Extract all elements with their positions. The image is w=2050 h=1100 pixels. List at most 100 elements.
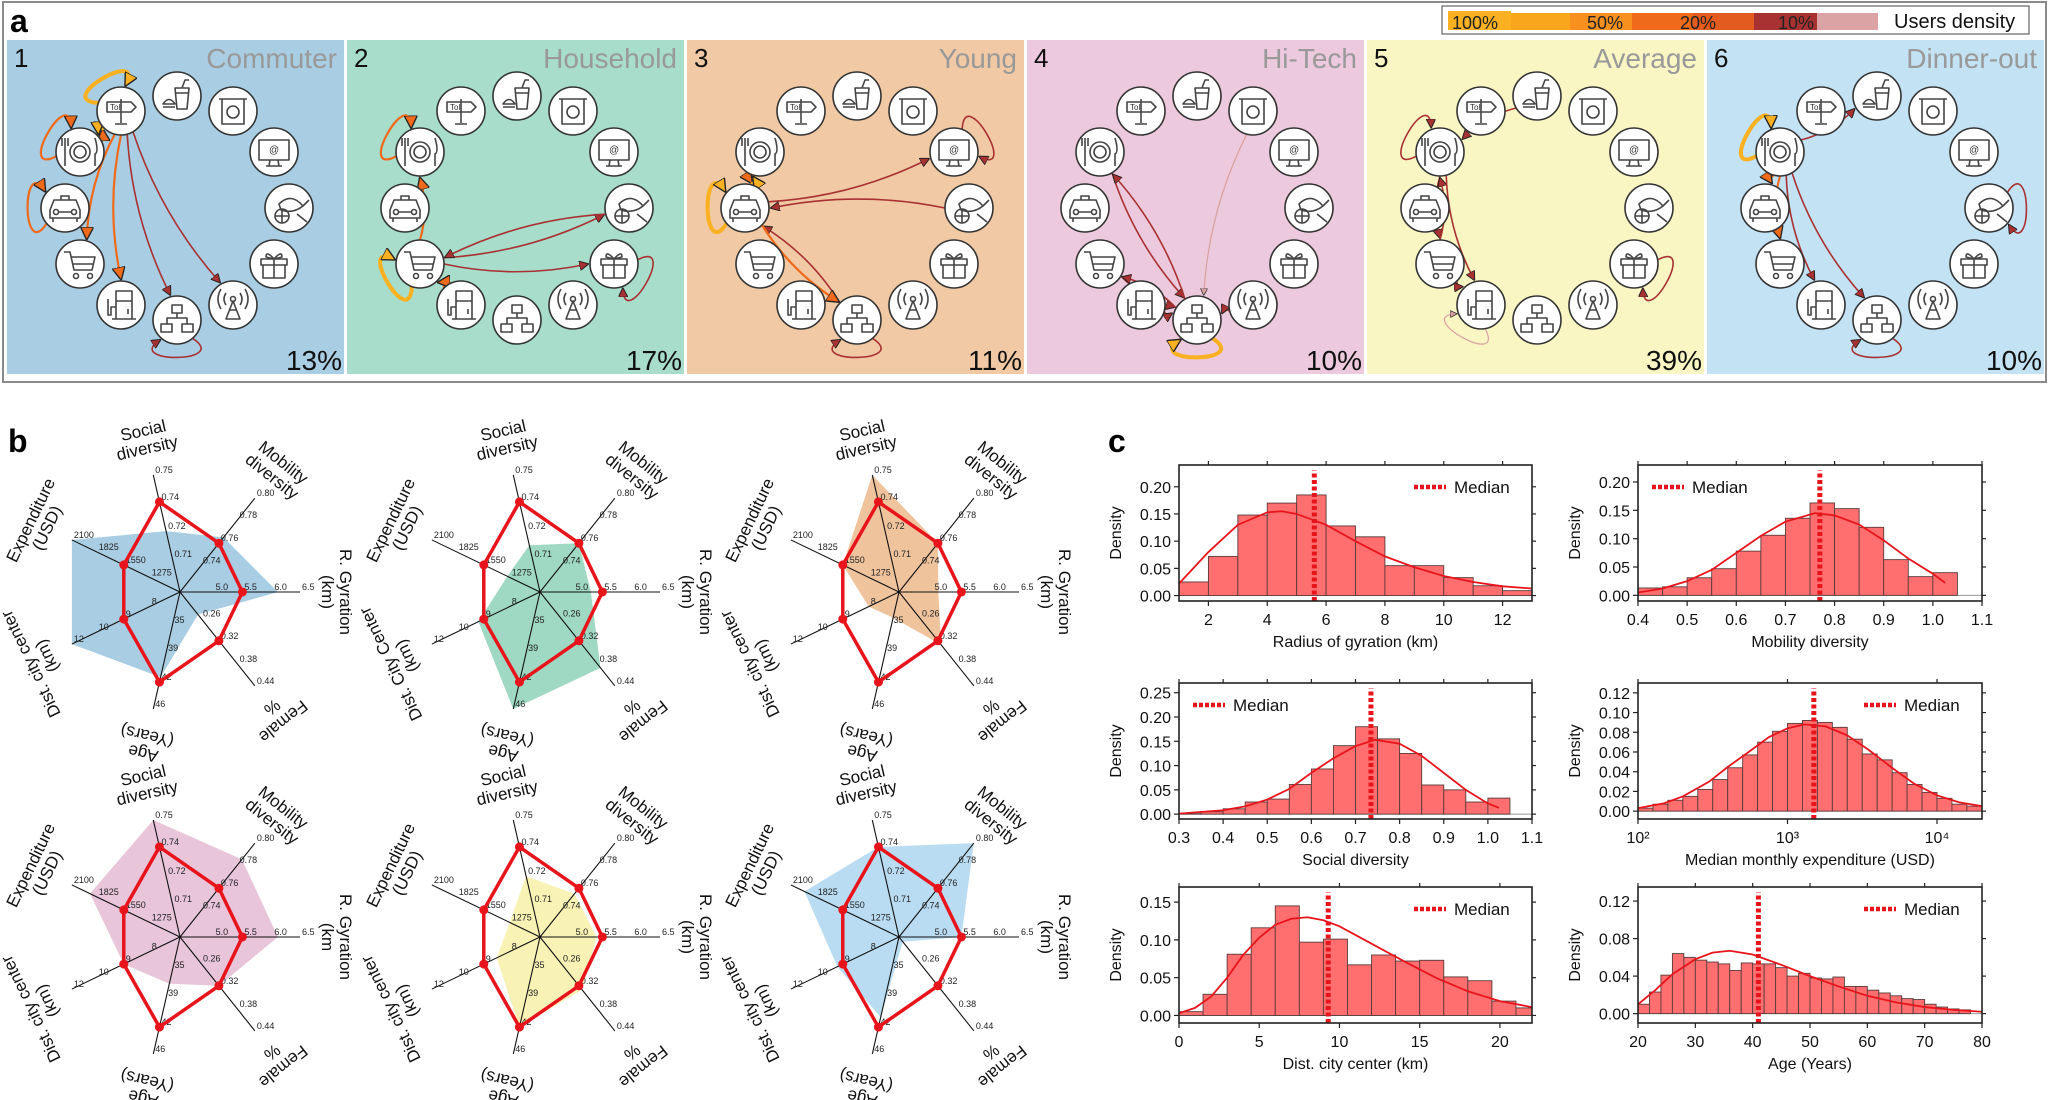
transition-arrow: [1172, 336, 1223, 360]
radar-tick-label: 9: [845, 954, 850, 964]
x-tick-label: 30: [1686, 1034, 1704, 1051]
icon-circle: [436, 280, 486, 330]
y-tick-label: 0.08: [1599, 725, 1630, 742]
cash-icon: [1568, 86, 1618, 136]
radar-axis-label-line: (Years): [838, 1066, 895, 1097]
histogram-bar: [1740, 962, 1754, 1015]
cart-wheel: [1446, 272, 1454, 280]
antenna-icon: [1568, 280, 1618, 330]
gift-icon: [1269, 239, 1319, 289]
histogram-bar: [1784, 517, 1811, 596]
icon-stroke: [1874, 79, 1890, 110]
y-axis-label: Density: [1567, 506, 1584, 559]
plate-inner: [413, 145, 427, 159]
radar-tick-label: 0.75: [515, 465, 533, 475]
radar-chart-hi-tech: 5.0 5.5 6.0 6.5 R. Gyration(km0.260.320.380.…: [0, 761, 355, 1100]
taxi-icon: [1060, 183, 1110, 233]
radar-tick-label: 12: [74, 979, 84, 989]
icon-circle: [1456, 280, 1506, 330]
radar-chart-commuter: 5.0 5.5 6.0 6.5 R. Gyration(km)0.260.320.380…: [0, 416, 355, 766]
x-axis-label: Median monthly expenditure (USD): [1685, 852, 1935, 869]
icon-circle: [1568, 280, 1618, 330]
histogram-4: 0 5 10 15 20 0.00 0.05 0.10 0.15 Dist. city cente…: [1108, 883, 1536, 1073]
cluster-panel-hi-tech: 4 Hi-Tech 10% @ Toll: [1027, 40, 1364, 376]
toll-sign-text: Toll: [1130, 103, 1142, 112]
radar-tick-label: 0.26: [203, 608, 221, 618]
y-tick-label: 0.04: [1599, 765, 1630, 782]
radar-tick-label: 39: [887, 643, 897, 653]
radar-tick-label: 8: [512, 942, 517, 952]
transition-arrow: [1204, 133, 1248, 295]
cart-wheel: [1432, 272, 1440, 280]
transition-arrow: [705, 183, 729, 234]
radar-tick-label: 0.74: [922, 556, 940, 566]
fit-curve: [1179, 738, 1500, 815]
fastfood-icon: [1512, 71, 1562, 121]
icon-stroke: [1182, 98, 1196, 108]
taxi-light: [392, 208, 400, 216]
radar-axis-label-line: (km): [678, 920, 697, 954]
y-axis-label: Density: [1567, 724, 1584, 777]
radar-tick-label: 0.76: [940, 878, 958, 888]
icon-circle: [548, 280, 598, 330]
icon-stroke: [1960, 253, 1988, 279]
icon-circle: [1228, 280, 1278, 330]
x-tick-label: 0.7: [1774, 612, 1796, 629]
average-profile-point: [838, 905, 848, 915]
radar-tick-label: 10: [99, 967, 109, 977]
plot-area: [1638, 688, 1982, 819]
icon-stroke: [1978, 197, 2010, 223]
y-tick-label: 0.10: [1140, 534, 1171, 551]
transition-arrow: [832, 337, 882, 359]
radar-tick-label: 39: [528, 988, 538, 998]
icon-circle: [1284, 183, 1334, 233]
average-profile-point: [956, 932, 966, 942]
plate-inner: [1773, 145, 1787, 159]
fuel-icon: [776, 280, 826, 330]
histogram-bar: [1384, 565, 1415, 597]
radar-tick-label: 0.44: [257, 1021, 275, 1031]
icon-circle: [604, 183, 654, 233]
average-profile-point: [838, 959, 848, 969]
taxi-icon: [1400, 183, 1450, 233]
x-tick-label: 0.6: [1300, 830, 1322, 847]
taxi-icon: [380, 183, 430, 233]
histogram-bar: [1421, 784, 1445, 815]
histogram-0: 2 4 6 8 10 12 0.00 0.05 0.10 0.15 0.20 Radius of gy…: [1108, 461, 1536, 651]
computer-at-sign: @: [949, 145, 959, 156]
x-tick-label: 1.1: [1521, 830, 1543, 847]
icon-stroke: [842, 98, 856, 108]
radar-tick-label: 0.44: [617, 676, 635, 686]
histogram-bar: [1413, 565, 1445, 597]
radar-tick-label: 0.78: [959, 510, 977, 520]
legend-level-label: 100%: [1452, 13, 1498, 33]
y-tick-label: 0.10: [1599, 532, 1630, 549]
radar-tick-label: 1825: [99, 887, 119, 897]
histogram-bar: [1638, 1003, 1650, 1015]
average-profile-point: [119, 959, 129, 969]
x-axis-label: Mobility diversity: [1751, 634, 1868, 651]
icon-stroke: [598, 139, 630, 167]
icon-stroke: [162, 98, 176, 108]
histogram-bar: [1325, 525, 1356, 597]
radar-tick-label: 1550: [126, 900, 146, 910]
y-tick-label: 0.02: [1599, 784, 1630, 801]
radar-tick-label: 0.80: [257, 833, 275, 843]
radar-tick-label: 0.44: [976, 1021, 994, 1031]
x-tick-label: 0.5: [1256, 830, 1278, 847]
icon-circle: [1512, 71, 1562, 121]
radar-tick-label: 0.76: [581, 878, 599, 888]
taxi-icon: [720, 183, 770, 233]
radar-tick-label: 0.78: [600, 855, 618, 865]
y-tick-label: 0.12: [1599, 686, 1630, 703]
radar-tick-label: 6.5: [662, 927, 675, 937]
radar-axis-age: [152, 936, 181, 1055]
radar-tick-label: 1550: [126, 555, 146, 565]
radar-chart-household: 5.0 5.5 6.0 6.5 R. Gyration(km)0.260.320.380…: [355, 416, 715, 766]
histogram-bar: [1832, 976, 1845, 1015]
icon-stroke: [1409, 195, 1441, 219]
icon-stroke: [260, 253, 288, 279]
